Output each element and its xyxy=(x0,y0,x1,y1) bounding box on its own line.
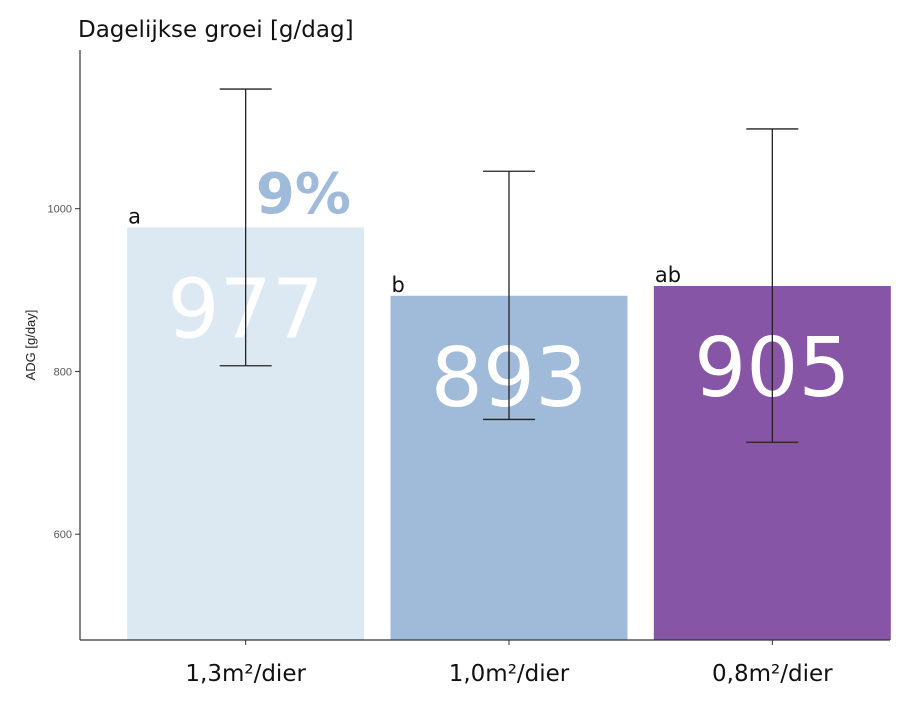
y-tick-label: 1000 xyxy=(48,204,72,216)
x-tick-label: 1,3m²/dier xyxy=(185,661,306,687)
axes-group: 1,3m²/dier 1,0m²/dier 0,8m²/dier 600 800 1000 xyxy=(48,50,890,687)
significance-letter: b xyxy=(392,273,405,297)
chart-title: Dagelijkse groei [g/dag] xyxy=(78,17,354,43)
x-tick-label: 1,0m²/dier xyxy=(449,661,570,687)
x-tick-label: 0,8m²/dier xyxy=(712,661,833,687)
y-tick-label: 800 xyxy=(54,366,72,378)
y-tick-label: 600 xyxy=(54,529,72,541)
significance-letter: a xyxy=(128,204,141,228)
y-axis-label: ADG [g/day] xyxy=(23,310,38,381)
percent-annotation: 9% xyxy=(256,162,351,227)
significance-letter: ab xyxy=(655,263,681,287)
